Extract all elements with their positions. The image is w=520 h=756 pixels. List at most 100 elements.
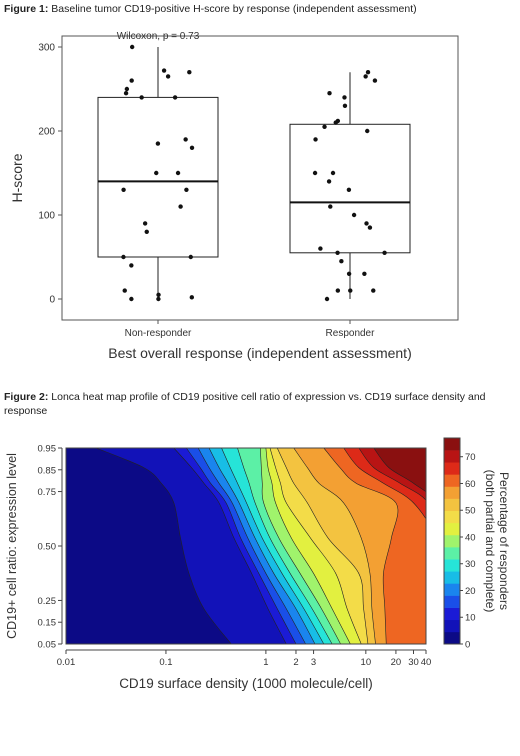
data-point [129,263,134,268]
y-tick-label: 300 [38,43,55,54]
data-point [154,170,159,176]
x-tick-label: 30 [408,657,419,668]
box [97,96,219,258]
data-point [121,254,126,260]
colorbar-tick-label: 70 [465,452,476,463]
colorbar-tick-label: 20 [465,586,476,597]
data-point [365,70,371,75]
data-point [335,250,340,255]
colorbar-segment [444,631,460,645]
data-point [156,296,161,302]
data-point [363,74,368,79]
data-point [322,124,327,129]
data-point [312,170,318,176]
figure-1-title: Figure 1: Baseline tumor CD19-positive H… [4,2,514,16]
plot-frame [61,35,459,321]
y-tick-label: 0.85 [38,465,57,476]
contour-band-16 [373,448,426,493]
data-point [327,91,332,96]
data-point [123,91,129,96]
figure-2-caption: Lonca heat map profile of CD19 positive … [4,391,486,417]
colorbar-segment [444,510,460,524]
data-point [342,95,347,100]
wilcoxon-annotation: Wilcoxon, p = 0.73 [117,31,200,42]
box [289,123,411,254]
y-tick-label: 0.75 [38,487,57,498]
data-point [365,128,370,134]
y-axis-label: H-score [9,153,25,202]
colorbar-segment [444,498,460,512]
data-point [129,78,134,83]
contour-layer [66,448,426,644]
data-point [155,141,161,146]
colorbar-segment [444,522,460,536]
data-point [346,271,352,276]
data-point [333,120,338,125]
colorbar-segment [444,571,460,584]
data-point [328,204,333,209]
heatmap-chart: 0.01 0.1 1 2 3 10 20 30 400.050.150.250.500.750.… [5,437,511,691]
y-tick-label: 0.95 [38,444,57,455]
colorbar-frame [443,437,461,645]
x-tick-label: 1 [263,657,268,668]
x-tick-label: 40 [421,657,432,668]
data-point [351,212,357,218]
data-point [156,292,161,297]
data-point [362,271,367,276]
x-axis-label: CD19 surface density (1000 molecule/cell… [119,676,373,691]
y-tick-label: 0.15 [38,618,57,629]
data-point [348,288,353,293]
data-point [326,179,332,184]
colorbar-tick-label: 50 [465,506,476,517]
y-tick-label: 0.05 [38,640,57,651]
data-point [371,288,376,293]
data-point [188,254,193,260]
colorbar-segment [444,607,460,621]
colorbar-tick-label: 60 [465,479,476,490]
data-point [122,288,127,293]
data-point [172,95,178,100]
x-tick-label: 10 [361,657,372,668]
colorbar-segment [444,559,460,572]
colorbar-segment [444,619,460,633]
contour-band-13 [323,448,426,644]
figure-1-label: Figure 1: [4,3,49,15]
data-point [342,103,348,109]
x-tick-label: 0.1 [159,657,172,668]
colorbar-segment [444,474,460,487]
colorbar-segment [444,534,460,548]
data-point [367,225,373,230]
data-point [139,95,144,100]
x-tick-label: 20 [391,657,402,668]
figure-2-title: Figure 2: Lonca heat map profile of CD19… [4,390,514,418]
colorbar-segment [444,583,460,596]
colorbar-segment [444,547,460,560]
x-axis-label: Best overall response (independent asses… [108,345,412,361]
colorbar-label-line-1: Percentage of responders [497,472,511,610]
data-point [142,221,148,226]
colorbar-tick-label: 0 [465,640,470,651]
data-point [187,70,192,75]
data-point [178,204,183,209]
data-point [339,259,344,264]
data-point [313,137,318,142]
colorbar-segment [444,462,460,475]
data-point [330,170,336,176]
data-point [364,221,369,226]
colorbar-label-line-2: (both partial and complete) [483,470,497,613]
data-point [189,145,195,150]
data-point [382,250,387,255]
colorbar-segment [444,450,460,463]
data-point [346,187,352,192]
data-point [183,137,188,142]
plot-frame [65,447,427,645]
colorbar-segment [444,486,460,499]
data-point [129,44,135,50]
x-tick-label: 3 [311,657,316,668]
colorbar-tick-label: 30 [465,559,476,570]
data-point [335,288,341,293]
data-point [189,295,195,300]
y-axis-label: CD19+ cell ratio: expression level [5,453,19,639]
colorbar-tick-label: 10 [465,613,476,624]
data-point [165,74,171,79]
